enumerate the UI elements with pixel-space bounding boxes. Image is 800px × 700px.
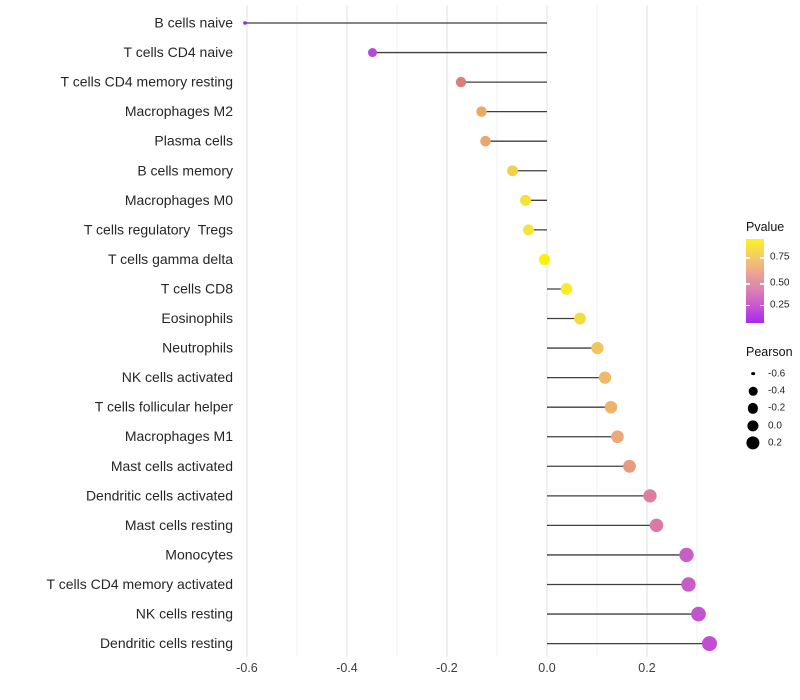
size-legend-entry: 0.2 <box>744 435 800 452</box>
lollipop-dot <box>611 430 624 444</box>
y-axis-label: Neutrophils <box>162 340 233 356</box>
pvalue-colorbar-wrap: 0.75 0.50 0.25 <box>744 239 800 323</box>
lollipop-dot <box>591 341 604 355</box>
colorbar-tick-mark <box>746 283 750 285</box>
y-axis-label: T cells regulatory Tregs <box>84 221 233 237</box>
colorbar-tick-label: 0.75 <box>770 251 790 263</box>
lollipop-dot <box>476 106 487 117</box>
x-tick-label: -0.6 <box>236 661 258 675</box>
y-axis-label: NK cells activated <box>122 369 233 385</box>
colorbar-tick-mark <box>760 304 764 306</box>
y-axis-label: Macrophages M2 <box>125 103 233 119</box>
y-axis-label: Macrophages M1 <box>125 428 233 444</box>
size-legend-dot <box>751 371 755 376</box>
size-legend-entry: -0.4 <box>744 382 800 399</box>
size-legend-label: -0.6 <box>768 368 786 380</box>
lollipop-dot <box>538 253 551 266</box>
size-legend-label: -0.2 <box>768 402 786 414</box>
size-legend-label: 0.2 <box>768 437 782 449</box>
pearson-size-rows: -0.6 -0.4 -0.2 0.0 0.2 <box>744 365 800 452</box>
y-axis-label: Mast cells activated <box>111 458 233 474</box>
colorbar-tick-mark <box>746 304 750 306</box>
size-legend-dot <box>747 403 759 414</box>
lollipop-dot <box>643 489 657 503</box>
size-legend-dot <box>747 420 759 432</box>
pvalue-colorbar <box>746 239 764 323</box>
colorbar-tick-mark <box>746 257 750 259</box>
pearson-legend-title: Pearson <box>746 345 793 359</box>
x-tick-label: 0.0 <box>538 661 555 675</box>
y-axis-label: Dendritic cells activated <box>86 487 233 503</box>
y-axis-label: Mast cells resting <box>125 517 233 533</box>
x-tick-label: -0.4 <box>336 661 358 675</box>
x-tick-label: -0.2 <box>436 661 458 675</box>
y-axis-label: Plasma cells <box>154 133 233 149</box>
lollipop-dot <box>598 371 612 384</box>
y-axis-label: Eosinophils <box>161 310 233 326</box>
size-legend-dot <box>746 436 760 450</box>
lollipop-dot <box>681 577 696 592</box>
lollipop-dot <box>368 48 377 58</box>
y-axis-label: T cells CD4 naive <box>124 44 234 60</box>
size-legend-entry: -0.6 <box>744 365 800 382</box>
legend: Pvalue 0.75 0.50 0.25 Pearson -0.6 -0.4 -0.2… <box>744 220 800 452</box>
colorbar-tick-mark <box>760 283 764 285</box>
colorbar-tick-mark <box>760 257 764 259</box>
y-axis-label: Monocytes <box>165 546 233 562</box>
lollipop-dot <box>679 547 694 563</box>
y-axis-label: T cells gamma delta <box>108 251 233 267</box>
y-axis-label: B cells memory <box>137 162 233 178</box>
y-axis-label: T cells CD4 memory resting <box>61 74 233 90</box>
colorbar-tick-label: 0.50 <box>770 277 790 289</box>
lollipop-dot <box>574 312 586 325</box>
size-legend-entry: -0.2 <box>744 400 800 417</box>
lollipop-dot <box>604 400 618 414</box>
colorbar-tick-label: 0.25 <box>770 299 790 310</box>
lollipop-dot <box>702 636 717 652</box>
x-tick-label: 0.2 <box>638 661 655 675</box>
size-legend-dot <box>748 386 758 396</box>
lollipop-dot <box>455 76 467 88</box>
lollipop-dot <box>649 518 664 533</box>
pearson-legend: Pearson -0.6 -0.4 -0.2 0.0 0.2 <box>744 345 800 452</box>
y-axis-label: T cells follicular helper <box>95 399 234 415</box>
lollipop-dot <box>623 459 636 473</box>
lollipop-dot <box>520 194 531 206</box>
lollipop-dot <box>243 21 247 25</box>
pvalue-legend: Pvalue 0.75 0.50 0.25 <box>744 220 800 323</box>
size-legend-label: 0.0 <box>768 420 782 432</box>
y-axis-label: Dendritic cells resting <box>100 635 233 651</box>
y-axis-label: NK cells resting <box>136 606 233 622</box>
lollipop-dot <box>691 606 706 622</box>
y-axis-label: B cells naive <box>154 15 233 31</box>
lollipop-dot <box>522 224 535 236</box>
y-axis-label: T cells CD4 memory activated <box>47 576 233 592</box>
lollipop-dot <box>507 165 518 177</box>
size-legend-label: -0.4 <box>768 385 786 397</box>
size-legend-entry: 0.0 <box>744 417 800 434</box>
pvalue-legend-title: Pvalue <box>746 220 785 234</box>
y-axis-label: T cells CD8 <box>161 280 233 296</box>
lollipop-dot <box>560 283 573 295</box>
lollipop-dot <box>480 135 491 147</box>
y-axis-label: Macrophages M0 <box>125 192 233 208</box>
